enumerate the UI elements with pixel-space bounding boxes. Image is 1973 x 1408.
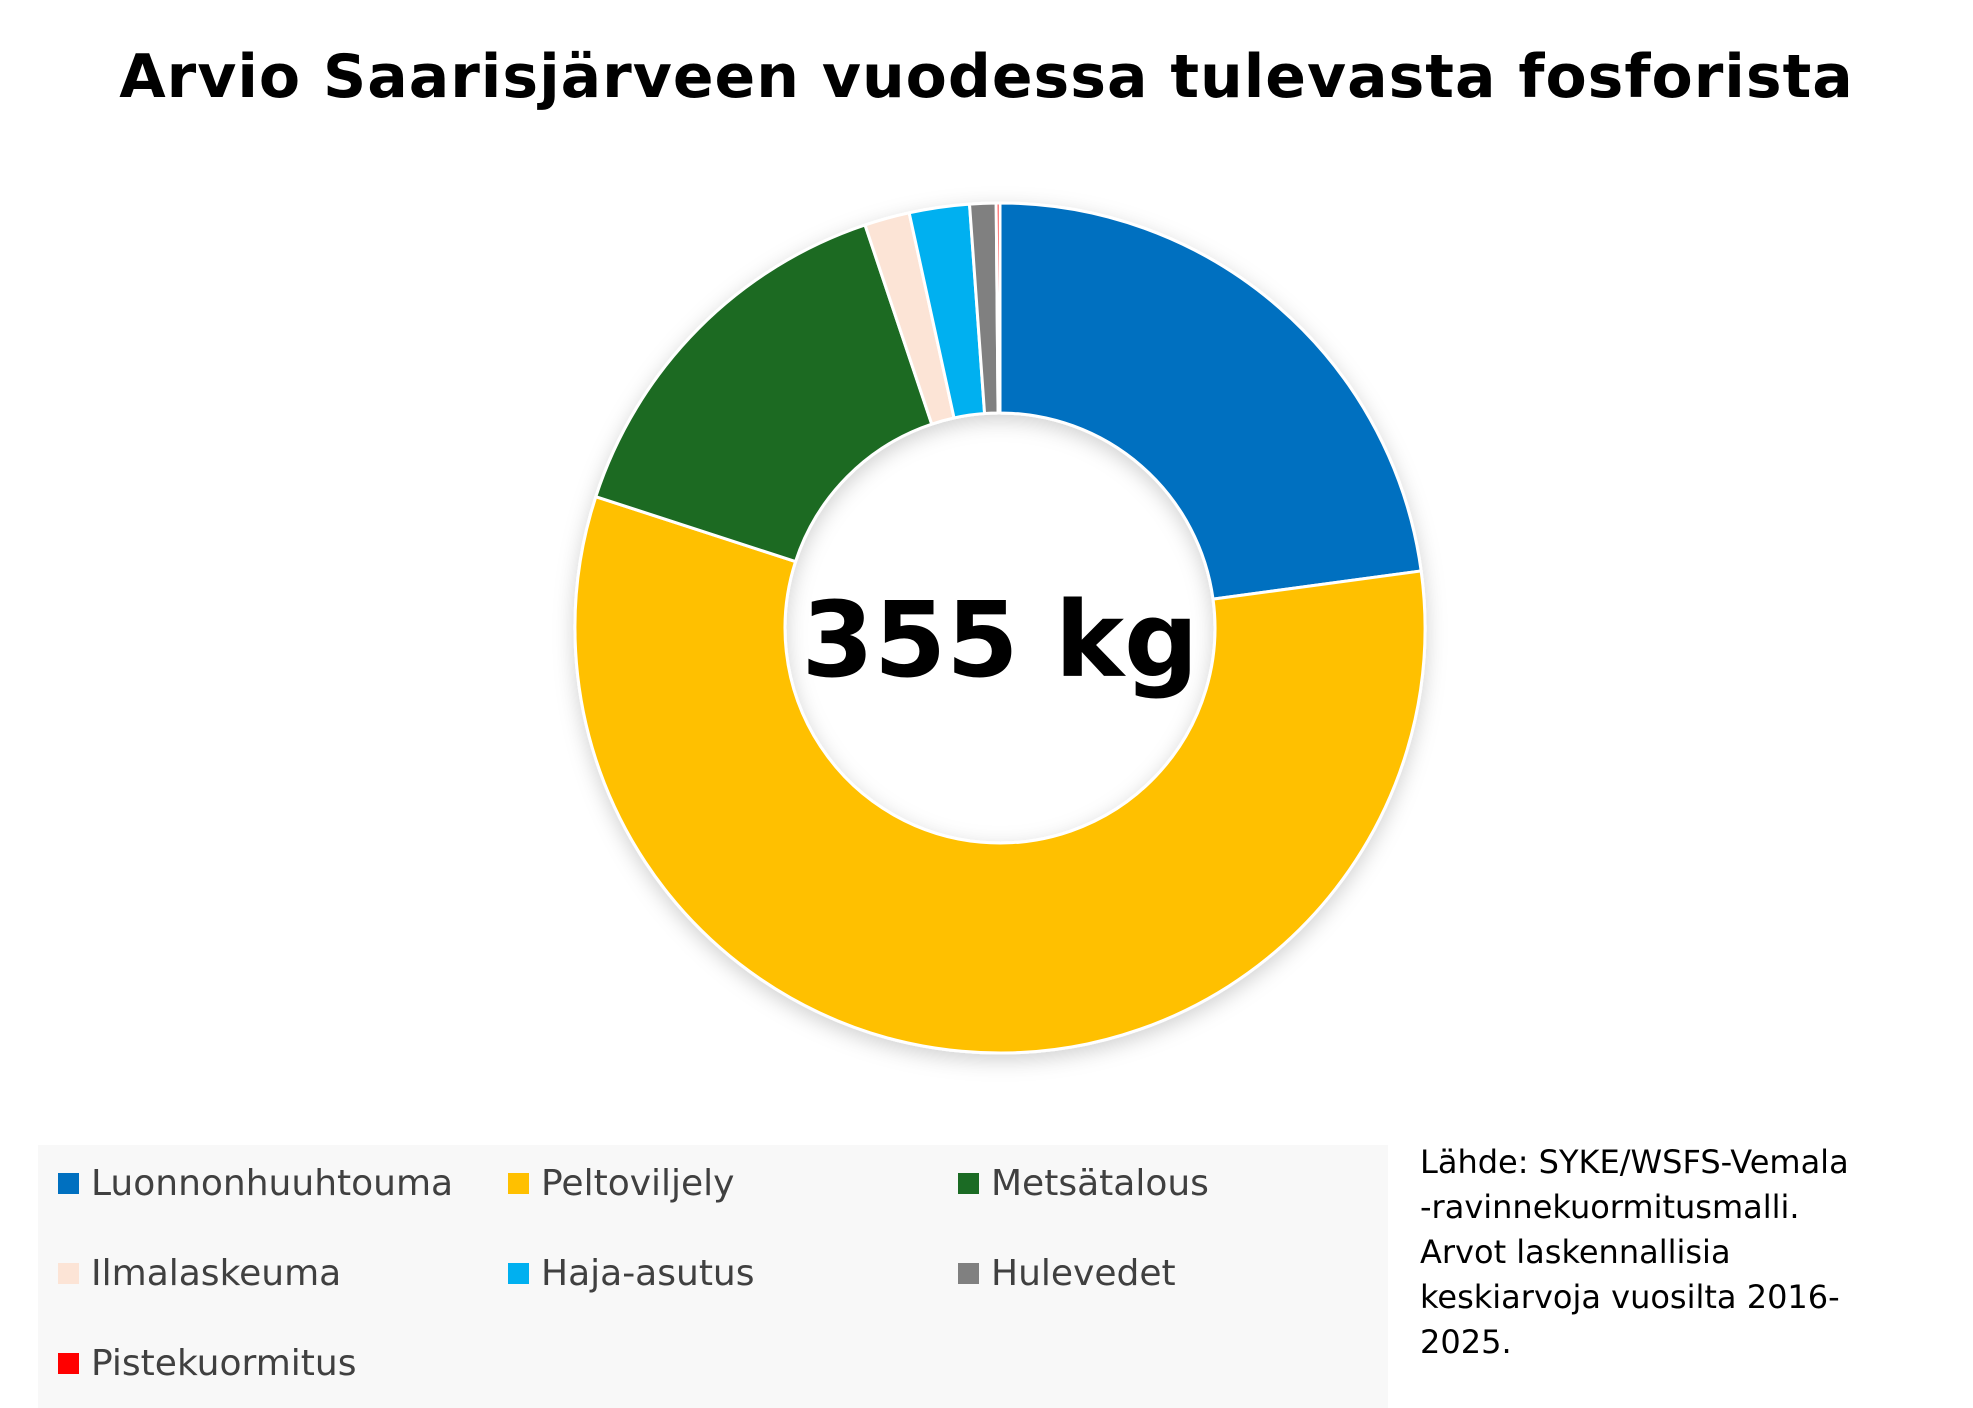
donut-slices — [573, 201, 1427, 1055]
legend-label: Haja-asutus — [541, 1252, 755, 1294]
legend-item-hulevedet: Hulevedet — [958, 1248, 1176, 1298]
source-note: Lähde: SYKE/WSFS-Vemala -ravinnekuormitu… — [1420, 1140, 1960, 1365]
legend-swatch — [58, 1262, 79, 1284]
slice-peltoviljely — [573, 495, 1427, 1055]
source-note-line: Arvot laskennallisia — [1420, 1233, 1731, 1271]
legend-label: Ilmalaskeuma — [91, 1252, 342, 1294]
legend-item-peltoviljely: Peltoviljely — [508, 1158, 734, 1208]
chart-title: Arvio Saarisjärveen vuodessa tulevasta f… — [119, 42, 1854, 112]
legend-item-ilmalaskeuma: Ilmalaskeuma — [58, 1248, 341, 1298]
source-note-line: 2025. — [1420, 1323, 1512, 1361]
donut-chart — [573, 201, 1427, 1055]
legend-label: Peltoviljely — [541, 1162, 735, 1204]
source-note-line: Lähde: SYKE/WSFS-Vemala — [1420, 1143, 1849, 1181]
legend-label: Pistekuormitus — [91, 1342, 357, 1384]
slice-luonnonhuuhtouma — [998, 201, 1423, 601]
legend-item-pistekuormitus: Pistekuormitus — [58, 1338, 356, 1388]
legend-swatch — [958, 1262, 979, 1284]
source-note-line: keskiarvoja vuosilta 2016- — [1420, 1278, 1840, 1316]
legend-swatch — [958, 1172, 979, 1194]
slice-pistekuormitus — [994, 201, 1002, 415]
legend-swatch — [58, 1172, 79, 1194]
legend-swatch — [508, 1262, 529, 1284]
legend-label: Metsätalous — [991, 1162, 1209, 1204]
legend-item-metsatalous: Metsätalous — [958, 1158, 1209, 1208]
legend-item-haja-asutus: Haja-asutus — [508, 1248, 755, 1298]
legend-item-luonnonhuuhtouma: Luonnonhuuhtouma — [58, 1158, 453, 1208]
legend-label: Hulevedet — [991, 1252, 1176, 1294]
legend: Luonnonhuuhtouma Peltoviljely Metsätalou… — [38, 1145, 1388, 1408]
source-note-line: -ravinnekuormitusmalli. — [1420, 1188, 1800, 1226]
legend-label: Luonnonhuuhtouma — [91, 1162, 454, 1204]
donut-center-total: 355 kg — [801, 579, 1199, 701]
legend-swatch — [58, 1352, 79, 1374]
legend-swatch — [508, 1172, 529, 1194]
slice-metsatalous — [594, 223, 934, 564]
